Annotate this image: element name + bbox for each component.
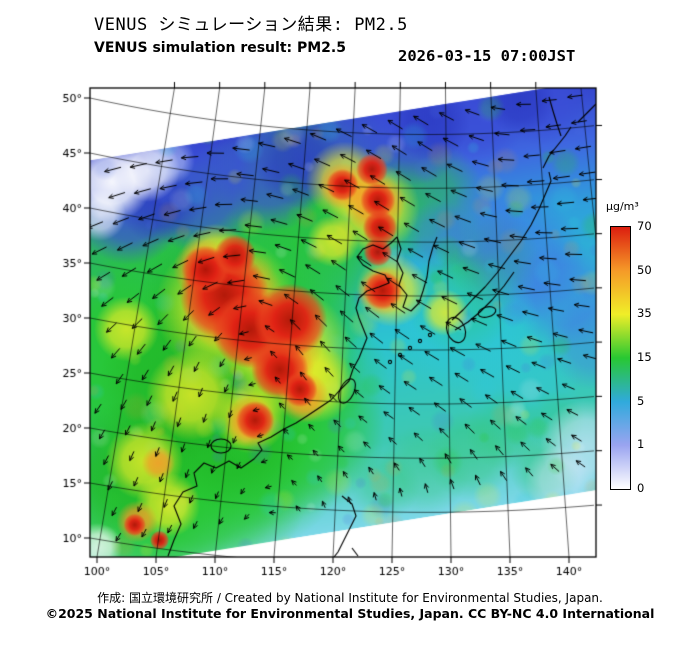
colorbar-tick-label: 35 bbox=[637, 306, 652, 321]
colorbar-tick-label: 1 bbox=[637, 437, 645, 452]
colorbar-tick-label: 5 bbox=[637, 393, 645, 408]
colorbar-tick-label: 0 bbox=[637, 481, 645, 495]
page-title-english: VENUS simulation result: PM2.5 bbox=[94, 40, 346, 56]
page-title-japanese: VENUS シミュレーション結果: PM2.5 bbox=[94, 15, 408, 35]
colorbar-tick-label: 15 bbox=[637, 350, 652, 364]
colorbar: μg/m³ 70 50 35 15 5 1 0 bbox=[604, 200, 700, 520]
colorbar-tick-label: 70 bbox=[637, 219, 652, 233]
credit-line: 作成: 国立環境研究所 / Created by National Instit… bbox=[97, 591, 603, 605]
colorbar-unit-label: μg/m³ bbox=[606, 200, 639, 213]
simulation-timestamp: 2026-03-15 07:00JST bbox=[398, 47, 576, 65]
colorbar-tick-label: 50 bbox=[637, 262, 652, 277]
copyright-line: ©2025 National Institute for Environment… bbox=[45, 606, 655, 621]
colorbar-gradient-bar bbox=[610, 226, 631, 490]
